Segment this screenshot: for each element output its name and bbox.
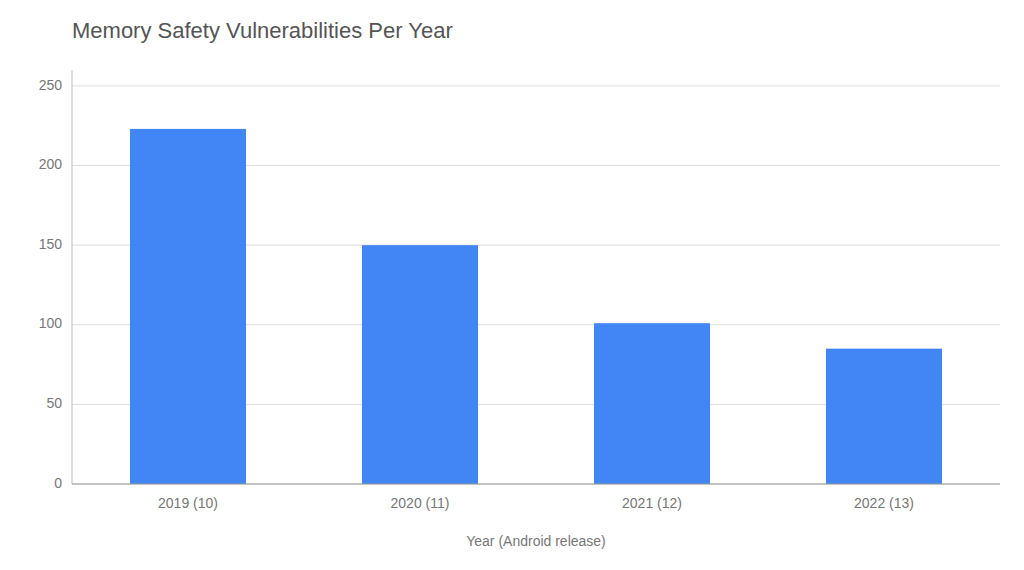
x-axis-label: Year (Android release) [466, 533, 606, 549]
x-tick-label: 2021 (12) [622, 495, 682, 511]
y-grid [72, 86, 1000, 484]
y-tick-label: 0 [54, 475, 62, 491]
title: Memory Safety Vulnerabilities Per Year [72, 18, 453, 43]
chart-svg: Memory Safety Vulnerabilities Per Year 0 5… [0, 0, 1024, 570]
y-tick-label: 250 [39, 77, 63, 93]
y-tick-label: 50 [46, 395, 62, 411]
x-tick-label: 2019 (10) [158, 495, 218, 511]
chart-container: Memory Safety Vulnerabilities Per Year 0 5… [0, 0, 1024, 570]
bar [826, 349, 942, 484]
grid-line [72, 85, 1000, 86]
x-tick-labels: 2019 (10) 2020 (11) 2021 (12) 2022 (13) [158, 495, 914, 511]
x-tick-label: 2022 (13) [854, 495, 914, 511]
grid-line [72, 484, 1000, 485]
x-tick-label: 2020 (11) [391, 495, 450, 511]
y-tick-labels: 0 50 100 150 200 250 [39, 77, 63, 491]
y-tick-label: 200 [39, 156, 63, 172]
x-axis-line [72, 484, 1000, 485]
y-tick-label: 150 [39, 236, 63, 252]
bar [130, 129, 246, 484]
bars [130, 129, 942, 484]
y-axis-line [72, 70, 73, 484]
y-tick-label: 100 [39, 315, 63, 331]
bar [362, 245, 478, 484]
bar [594, 323, 710, 484]
